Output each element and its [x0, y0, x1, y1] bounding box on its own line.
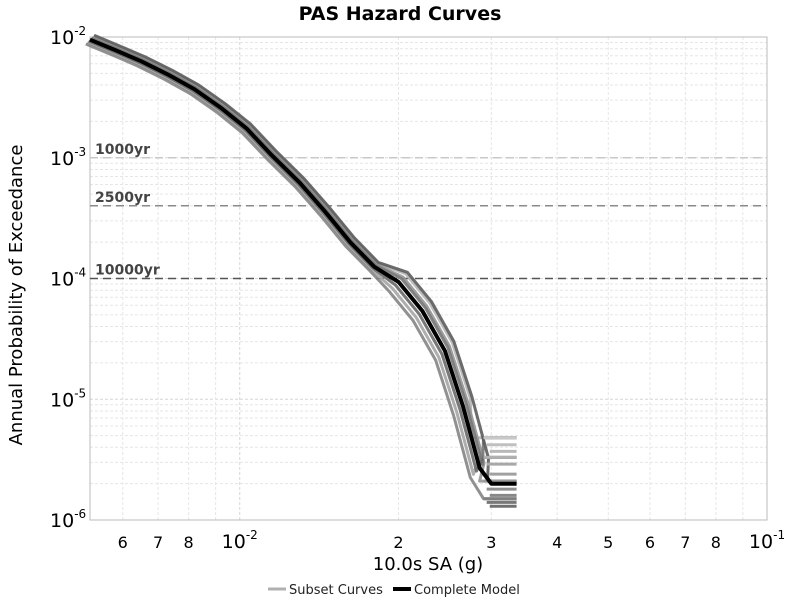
x-tick-label: 5 [603, 533, 613, 552]
x-tick-label: 10-2 [222, 528, 258, 553]
legend-complete-label: Complete Model [414, 583, 520, 598]
chart-title: PAS Hazard Curves [299, 3, 502, 25]
reference-lines: 1000yr 2500yr 10000yr [90, 142, 767, 280]
legend-subset-label: Subset Curves [289, 583, 383, 598]
ref-label-2500yr: 2500yr [95, 190, 150, 206]
y-tick-label: 10-4 [50, 266, 86, 291]
ref-label-10000yr: 10000yr [95, 263, 160, 279]
x-tick-label: 8 [184, 533, 194, 552]
x-tick-label: 10-1 [749, 528, 785, 553]
y-tick-label: 10-5 [50, 386, 86, 411]
x-tick-label: 3 [486, 533, 496, 552]
y-axis-label: Annual Probability of Exceedance [6, 145, 27, 446]
y-axis-ticks: 10-2 10-3 10-4 10-5 10-6 [50, 24, 86, 532]
subset-curve [85, 42, 517, 501]
ref-label-1000yr: 1000yr [95, 142, 150, 158]
y-tick-label: 10-6 [50, 507, 86, 532]
x-tick-label: 6 [645, 533, 655, 552]
x-tick-label: 6 [118, 533, 128, 552]
subset-curve [93, 33, 517, 483]
x-tick-label: 7 [153, 533, 163, 552]
complete-model-line [89, 37, 517, 486]
subset-curve [86, 41, 517, 476]
y-tick-label: 10-2 [50, 24, 86, 49]
x-tick-label: 8 [711, 533, 721, 552]
x-axis-label: 10.0s SA (g) [373, 554, 483, 575]
legend: Subset Curves Complete Model [268, 583, 520, 598]
x-tick-label: 2 [393, 533, 403, 552]
y-tick-label: 10-3 [50, 145, 86, 170]
complete-model-series [89, 37, 517, 486]
x-axis-ticks: 6 7 8 10-2 2 3 4 5 6 7 8 10-1 [118, 528, 785, 553]
x-tick-label: 7 [680, 533, 690, 552]
x-tick-label: 4 [552, 533, 562, 552]
